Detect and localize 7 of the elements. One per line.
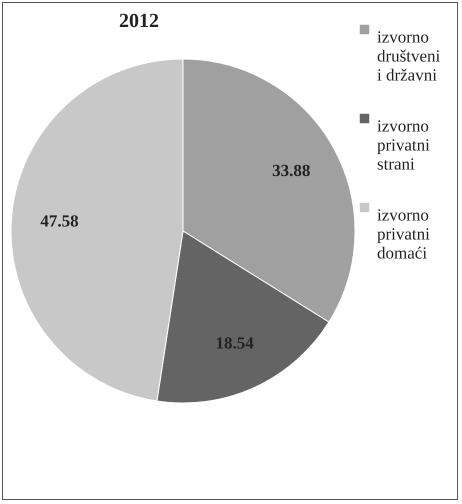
chart-title: 2012 <box>119 10 159 32</box>
data-label: 33.88 <box>272 160 310 180</box>
data-label: 18.54 <box>216 334 254 353</box>
legend-label: izvorno društveni i državni <box>377 28 441 84</box>
data-label: 47.58 <box>40 212 79 231</box>
legend-label: izvorno privatni domaći <box>377 206 430 262</box>
legend-label: izvorno privatni strani <box>377 116 430 174</box>
